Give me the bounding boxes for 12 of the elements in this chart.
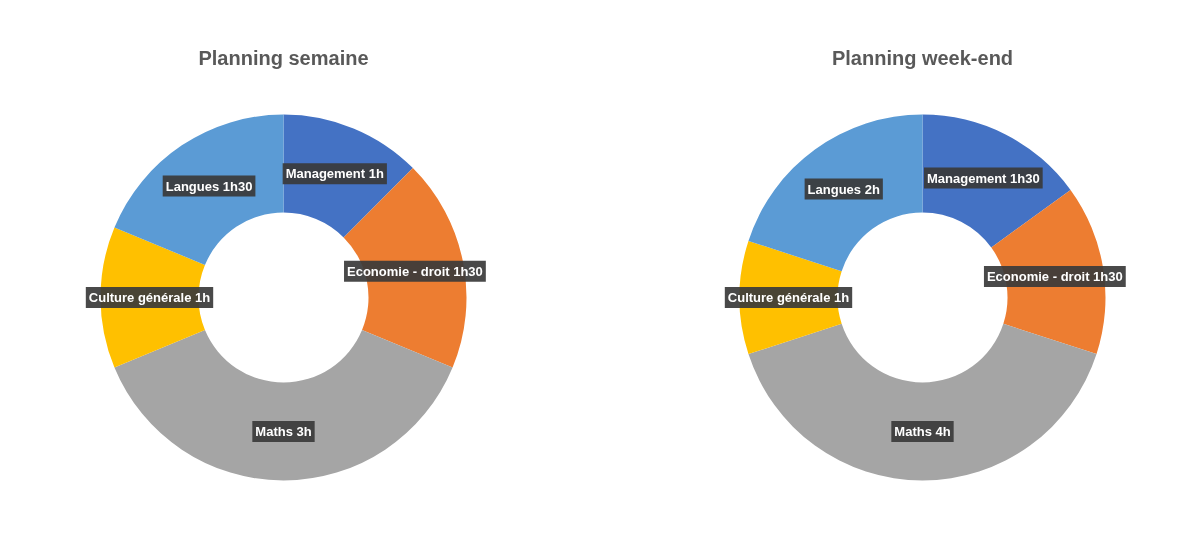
slice-label: Culture générale 1h <box>88 290 211 305</box>
chart-title: Planning week-end <box>831 46 1014 69</box>
slice-label: Maths 3h <box>255 424 312 439</box>
slice-label: Langues 2h <box>807 181 880 197</box>
slice-label: Management 1h <box>285 166 384 182</box>
slice-label: Management 1h30 <box>926 170 1040 186</box>
slice-label: Maths 4h <box>894 424 951 439</box>
slice-label: Langues 1h30 <box>165 178 253 194</box>
slice-label: Economie - droit 1h30 <box>347 263 483 279</box>
slice-label: Culture générale 1h <box>727 290 850 305</box>
chart-title: Planning semaine <box>198 46 369 69</box>
slice-label: Economie - droit 1h30 <box>986 269 1123 285</box>
